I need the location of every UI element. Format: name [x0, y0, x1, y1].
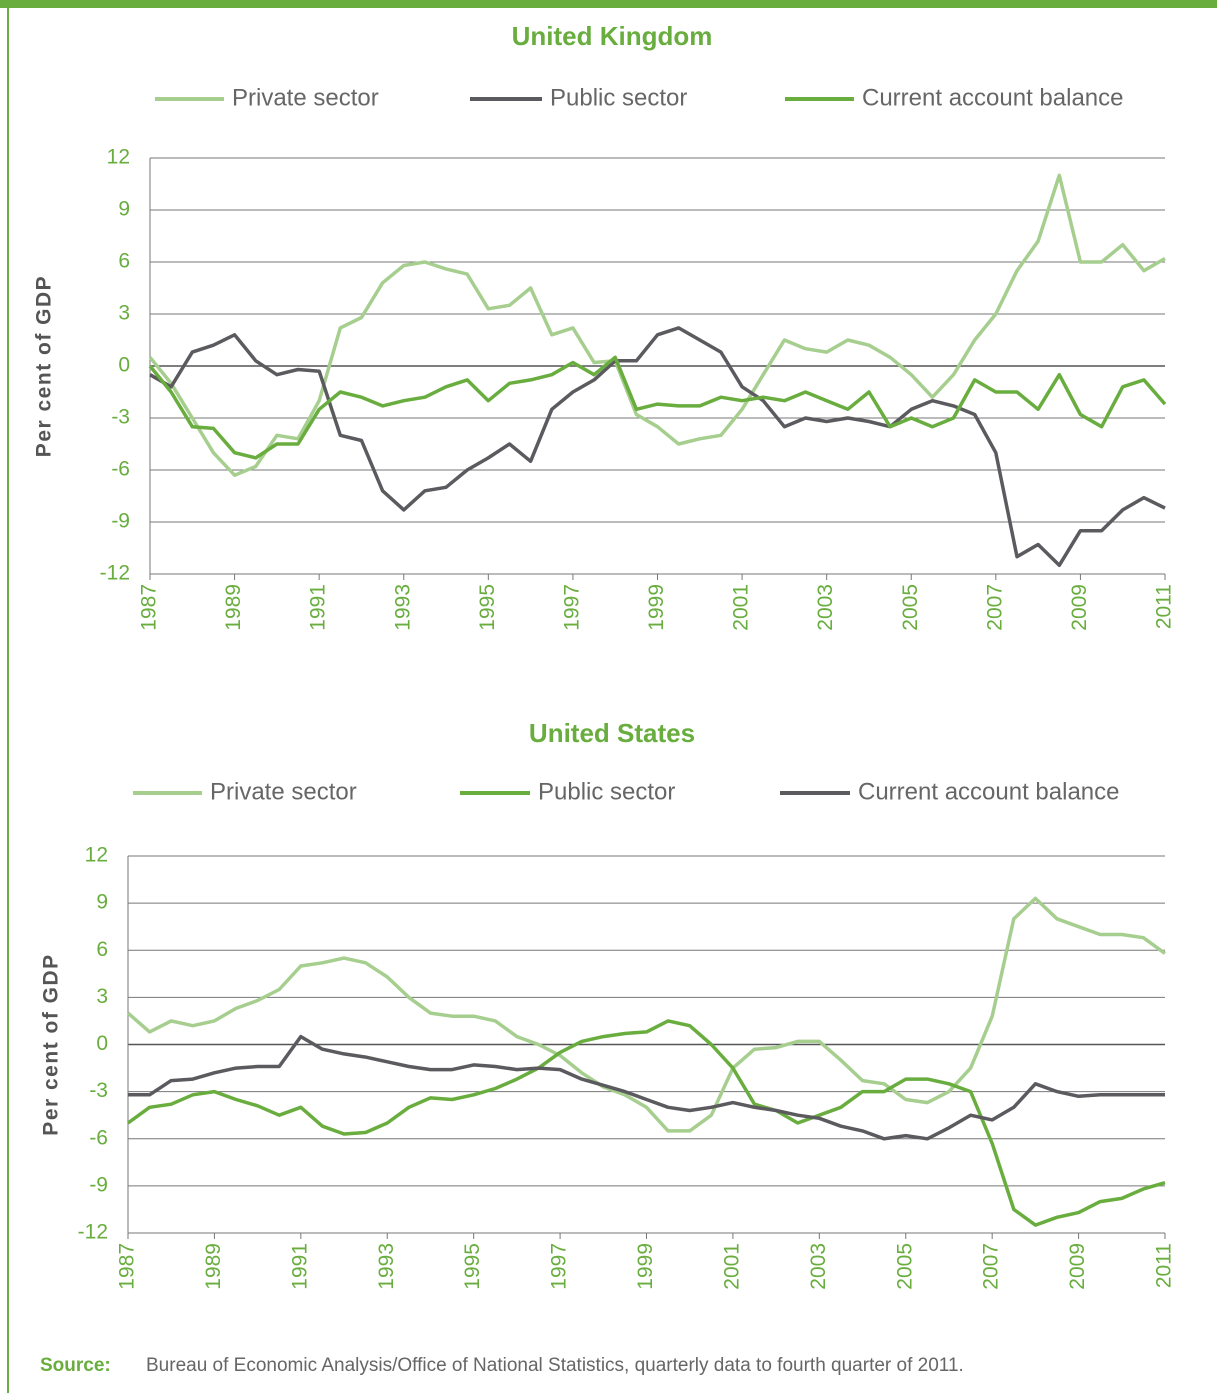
x-tick-label: 2001 [720, 1243, 743, 1290]
x-tick-label: 1989 [222, 584, 245, 631]
y-axis-label: Per cent of GDP [40, 953, 63, 1135]
x-tick-label: 2009 [1068, 584, 1091, 631]
x-tick-label: 2011 [1153, 584, 1176, 629]
series-line [148, 173, 1166, 477]
series-line [149, 326, 1166, 568]
series-line [128, 1034, 1165, 1141]
x-tick-label: 2005 [899, 584, 922, 631]
x-tick-label: 1995 [476, 584, 499, 631]
y-tick-label: 6 [118, 250, 130, 273]
x-tick-label: 2005 [893, 1243, 916, 1290]
x-tick-label: 1987 [116, 1243, 139, 1290]
series-line [126, 1019, 1166, 1227]
x-tick-label: 2011 [1153, 1243, 1176, 1288]
x-tick-label: 2003 [807, 1243, 830, 1290]
source-text: Bureau of Economic Analysis/Office of Na… [146, 1355, 964, 1376]
x-tick-label: 1997 [560, 584, 583, 631]
chart-title: United Kingdom [512, 21, 713, 51]
y-tick-label: -12 [100, 562, 130, 585]
x-tick-label: 1991 [307, 584, 330, 631]
y-tick-label: 0 [118, 354, 130, 377]
legend-label: Public sector [550, 84, 687, 111]
x-tick-label: 1999 [634, 1243, 657, 1290]
x-tick-label: 1993 [375, 1243, 398, 1290]
y-tick-label: 12 [107, 146, 130, 169]
y-tick-label: 0 [96, 1032, 108, 1055]
y-tick-label: 6 [96, 938, 108, 961]
legend-label: Private sector [232, 84, 379, 111]
x-tick-label: 1997 [548, 1243, 571, 1290]
legend-label: Current account balance [862, 84, 1124, 111]
x-tick-label: 1995 [461, 1243, 484, 1290]
chart-title: United States [529, 718, 695, 748]
y-tick-label: -9 [89, 1173, 108, 1196]
y-tick-label: -3 [89, 1079, 108, 1102]
x-tick-label: 2003 [814, 584, 837, 631]
y-tick-label: -6 [111, 458, 130, 481]
y-tick-label: 12 [85, 844, 108, 867]
series-line [148, 355, 1167, 460]
y-tick-label: 3 [118, 302, 130, 325]
x-tick-label: 2009 [1066, 1243, 1089, 1290]
x-tick-label: 1999 [645, 584, 668, 631]
x-tick-label: 2007 [980, 1243, 1003, 1290]
legend-label: Private sector [210, 778, 357, 805]
legend-label: Current account balance [858, 778, 1120, 805]
source-label: Source: [40, 1355, 111, 1376]
y-tick-label: 9 [96, 891, 108, 914]
series-line [126, 896, 1167, 1133]
x-tick-label: 1987 [138, 584, 161, 631]
legend-label: Public sector [538, 778, 675, 805]
x-tick-label: 1991 [288, 1243, 311, 1290]
x-tick-label: 2007 [983, 584, 1006, 631]
x-tick-label: 1989 [202, 1243, 225, 1290]
x-tick-label: 1993 [391, 584, 414, 631]
y-tick-label: -12 [78, 1221, 108, 1244]
y-tick-label: -3 [111, 406, 130, 429]
y-tick-label: -9 [111, 510, 130, 533]
x-tick-label: 2001 [730, 584, 753, 631]
y-tick-label: 3 [96, 985, 108, 1008]
y-tick-label: -6 [89, 1126, 108, 1149]
top-bar [0, 0, 1217, 8]
y-tick-label: 9 [118, 198, 130, 221]
y-axis-label: Per cent of GDP [33, 275, 56, 457]
